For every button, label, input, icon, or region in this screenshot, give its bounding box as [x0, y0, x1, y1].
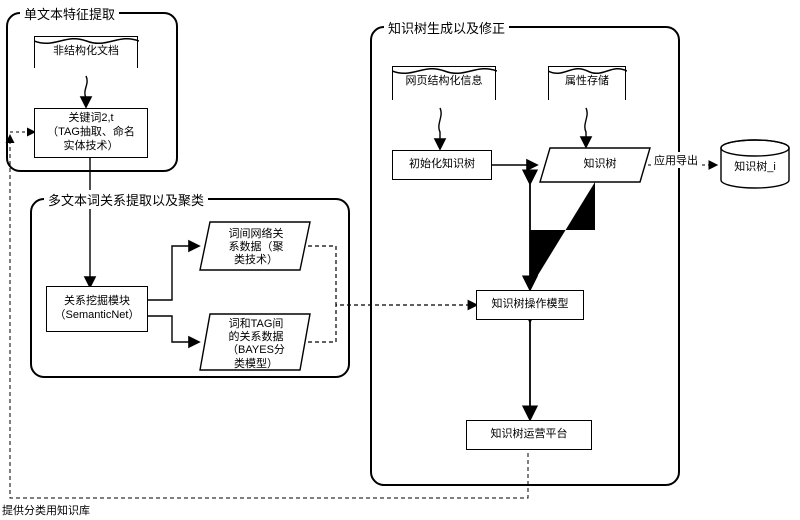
node-label: 知识树_i [734, 161, 776, 173]
node-knowledge-tree-output: 知识树_i [722, 158, 788, 174]
panel-title: 单文本特征提取 [20, 4, 119, 23]
node-keyword-extract: 关键词2,t （TAG抽取、命名 实体技术） [34, 108, 148, 158]
node-tree-operation-model: 知识树操作模型 [476, 290, 584, 320]
node-label: 关系挖掘模块 （SemanticNet） [55, 295, 140, 323]
node-attribute-storage: 属性存储 [548, 66, 626, 100]
node-knowledge-tree: 知识树 [560, 158, 640, 171]
node-word-network-data: 词间网络关 系数据（聚 类技术） [206, 228, 306, 268]
panel-title: 知识树生成以及修正 [384, 18, 509, 37]
panel-title: 多文本词关系提取以及聚类 [44, 190, 208, 209]
node-tree-platform: 知识树运营平台 [466, 420, 592, 450]
node-label: 知识树 [584, 158, 617, 170]
node-unstructured-doc: 非结构化文档 [34, 36, 138, 68]
node-label: 初始化知识树 [409, 158, 475, 172]
node-label: 知识树运营平台 [491, 428, 568, 442]
export-label: 应用导出 [652, 152, 700, 168]
node-label: 知识树操作模型 [492, 298, 569, 312]
footer-note: 提供分类用知识库 [2, 502, 90, 518]
node-label: 词和TAG间 的关系数据 （BAYES分 类模型） [227, 318, 285, 370]
node-label: 词间网络关 系数据（聚 类技术） [229, 228, 284, 266]
node-web-structured-info: 网页结构化信息 [392, 66, 496, 100]
node-relation-mining: 关系挖掘模块 （SemanticNet） [46, 286, 148, 332]
node-label: 关键词2,t （TAG抽取、命名 实体技术） [47, 112, 135, 153]
node-word-tag-data: 词和TAG间 的关系数据 （BAYES分 类模型） [206, 318, 306, 371]
node-init-tree: 初始化知识树 [392, 150, 492, 180]
